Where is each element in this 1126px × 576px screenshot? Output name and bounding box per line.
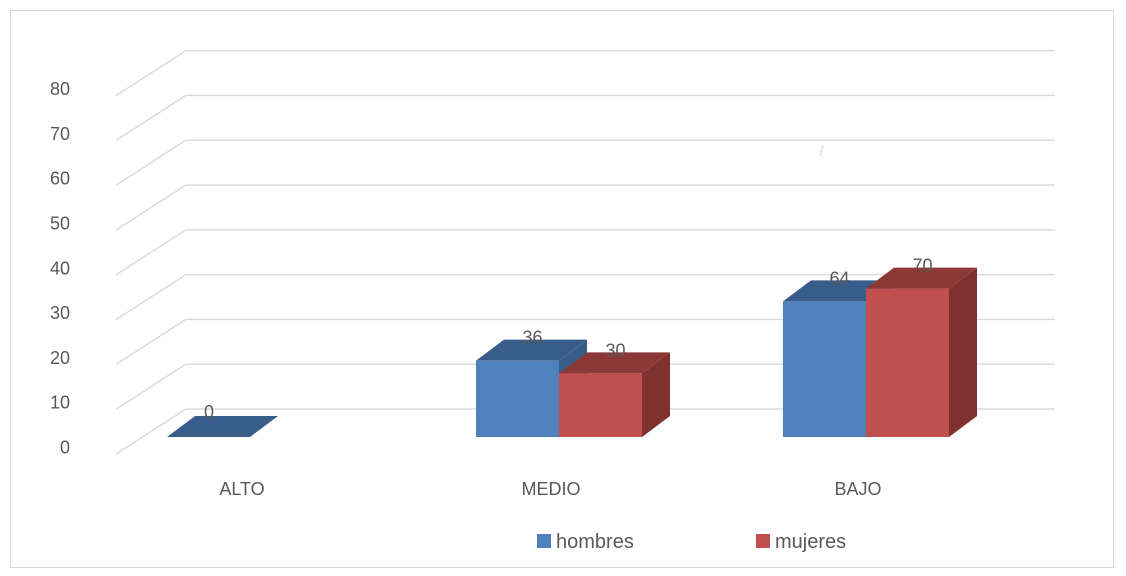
category-label-alto: ALTO [219,479,264,499]
bar-mujeres-medio [559,373,642,437]
legend-label-hombres: hombres [556,531,634,553]
gridline-depth-20 [115,318,187,365]
value-label-mujeres-bajo: 70 [912,256,932,276]
gridline-depth-70 [115,94,187,141]
gridline-depth-0 [115,408,187,455]
bar-mujeres-bajo-side [949,267,977,437]
legend-swatch-mujeres [756,534,770,548]
value-label-hombres-medio: 36 [522,328,542,348]
category-label-medio: MEDIO [521,479,580,499]
legend-swatch-hombres [537,534,551,548]
y-tick-label-70: 70 [50,124,70,144]
label-leader-line [819,144,824,157]
bar-hombres-bajo [783,301,866,437]
y-tick-label-40: 40 [50,258,70,278]
gridline-depth-10 [115,363,187,410]
bar-hombres-medio-top [476,339,587,361]
bar-group [167,267,977,437]
y-tick-label-60: 60 [50,169,70,189]
y-tick-label-80: 80 [50,79,70,99]
gridline-depth-80 [115,50,187,97]
value-label-mujeres-medio: 30 [605,340,625,360]
category-label-group: ALTO MEDIO BAJO [219,479,881,499]
y-tick-label-30: 30 [50,303,70,323]
category-label-bajo: BAJO [834,479,881,499]
gridline-depth-30 [115,274,187,321]
data-label-group: 0 36 30 64 70 [204,144,933,422]
gridline-depth-40 [115,229,187,276]
y-tick-label-0: 0 [60,438,70,458]
bar-mujeres-bajo [866,288,949,437]
value-label-hombres-bajo: 64 [829,268,849,288]
gridline-depth-60 [115,139,187,186]
legend-label-mujeres: mujeres [775,531,846,553]
y-tick-label-20: 20 [50,348,70,368]
value-label-hombres-alto: 0 [204,402,214,422]
legend: hombres mujeres [537,531,846,553]
y-tick-label-50: 50 [50,214,70,234]
bar-mujeres-bajo-top [866,267,977,289]
bar-hombres-medio [476,360,559,437]
y-tick-label-10: 10 [50,393,70,413]
bar-mujeres-medio-side [642,352,670,437]
gridline-depth-50 [115,184,187,231]
y-axis-ticks: 0 10 20 30 40 50 60 70 80 [50,79,70,457]
bar-mujeres-medio-top [559,352,670,374]
bar-hombres-alto-flat [167,416,278,437]
